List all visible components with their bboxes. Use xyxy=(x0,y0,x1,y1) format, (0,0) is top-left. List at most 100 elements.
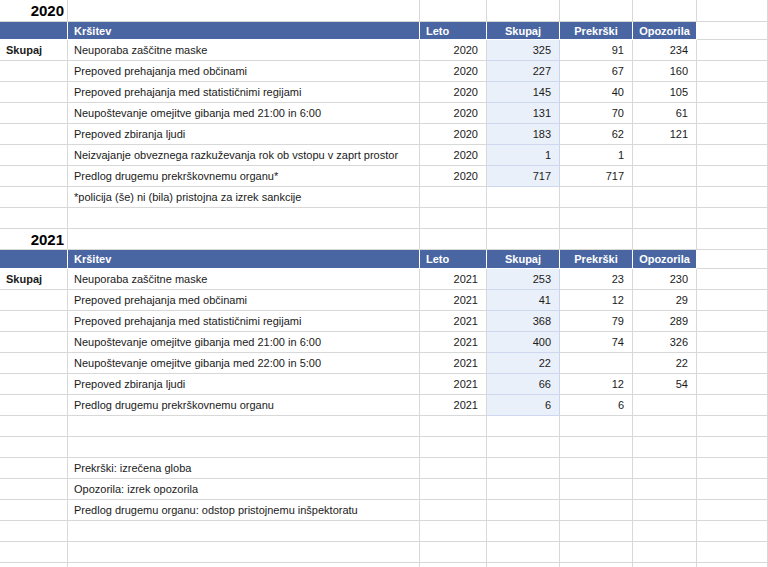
cell-krsitev[interactable]: Predlog drugemu prekrškovnemu organu xyxy=(68,395,420,416)
cell-skupaj[interactable]: 6 xyxy=(487,395,560,416)
empty-cell[interactable] xyxy=(633,458,697,479)
cell-krsitev[interactable]: Neuporaba zaščitne maske xyxy=(68,269,420,290)
header-corner-cell[interactable] xyxy=(0,250,68,269)
cell-krsitev[interactable]: Neupoštevanje omejitve gibanja med 21:00… xyxy=(68,103,420,124)
empty-cell[interactable] xyxy=(697,208,768,229)
cell-skupaj[interactable]: 717 xyxy=(487,166,560,187)
empty-cell[interactable] xyxy=(0,563,68,567)
cell-leto[interactable]: 2021 xyxy=(420,332,487,353)
cell-opozorila[interactable]: 289 xyxy=(633,311,697,332)
cell-opozorila[interactable]: 234 xyxy=(633,40,697,61)
empty-cell[interactable] xyxy=(68,229,420,250)
empty-cell[interactable] xyxy=(68,521,420,542)
legend-line[interactable]: Predlog drugemu organu: odstop pristojne… xyxy=(68,500,420,521)
empty-cell[interactable] xyxy=(68,0,420,22)
empty-cell[interactable] xyxy=(487,208,560,229)
cell-prekrski[interactable]: 23 xyxy=(560,269,633,290)
cell-skupaj[interactable]: 1 xyxy=(487,145,560,166)
cell-opozorila[interactable]: 326 xyxy=(633,332,697,353)
empty-cell[interactable] xyxy=(697,166,768,187)
empty-cell[interactable] xyxy=(0,374,68,395)
empty-cell[interactable] xyxy=(0,311,68,332)
empty-cell[interactable] xyxy=(420,0,487,22)
empty-cell[interactable] xyxy=(0,353,68,374)
cell-opozorila[interactable]: 230 xyxy=(633,269,697,290)
empty-cell[interactable] xyxy=(0,145,68,166)
empty-cell[interactable] xyxy=(697,563,768,567)
cell-skupaj[interactable]: 145 xyxy=(487,82,560,103)
cell-prekrski[interactable]: 1 xyxy=(560,145,633,166)
column-header-opozorila[interactable]: Opozorila xyxy=(633,250,697,269)
cell-prekrski[interactable]: 74 xyxy=(560,332,633,353)
empty-cell[interactable] xyxy=(0,416,68,437)
empty-cell[interactable] xyxy=(0,521,68,542)
empty-cell[interactable] xyxy=(0,542,68,563)
empty-cell[interactable] xyxy=(560,563,633,567)
empty-cell[interactable] xyxy=(487,458,560,479)
cell-opozorila[interactable]: 160 xyxy=(633,61,697,82)
empty-cell[interactable] xyxy=(560,458,633,479)
cell-krsitev[interactable]: Predlog drugemu prekrškovnemu organu* xyxy=(68,166,420,187)
cell-leto[interactable]: 2021 xyxy=(420,353,487,374)
cell-skupaj[interactable]: 368 xyxy=(487,311,560,332)
row-label-skupaj[interactable]: Skupaj xyxy=(0,40,68,61)
column-header-krsitev[interactable]: Kršitev xyxy=(68,22,420,40)
empty-cell[interactable] xyxy=(420,229,487,250)
year-title[interactable]: 2021 xyxy=(0,229,68,250)
empty-cell[interactable] xyxy=(420,479,487,500)
empty-cell[interactable] xyxy=(420,416,487,437)
cell-leto[interactable]: 2020 xyxy=(420,166,487,187)
cell-opozorila[interactable] xyxy=(633,145,697,166)
cell-skupaj[interactable]: 66 xyxy=(487,374,560,395)
empty-cell[interactable] xyxy=(420,187,487,208)
cell-krsitev[interactable]: Prepoved zbiranja ljudi xyxy=(68,374,420,395)
cell-krsitev[interactable]: Neuporaba zaščitne maske xyxy=(68,40,420,61)
empty-cell[interactable] xyxy=(697,0,768,22)
cell-prekrski[interactable]: 40 xyxy=(560,82,633,103)
empty-cell[interactable] xyxy=(0,208,68,229)
empty-cell[interactable] xyxy=(697,82,768,103)
empty-cell[interactable] xyxy=(697,250,768,269)
footnote[interactable]: *policija (še) ni (bila) pristojna za iz… xyxy=(68,187,420,208)
empty-cell[interactable] xyxy=(68,542,420,563)
legend-line[interactable]: Prekrški: izrečena globa xyxy=(68,458,420,479)
empty-cell[interactable] xyxy=(487,229,560,250)
empty-cell[interactable] xyxy=(633,0,697,22)
empty-cell[interactable] xyxy=(487,521,560,542)
cell-opozorila[interactable]: 121 xyxy=(633,124,697,145)
empty-cell[interactable] xyxy=(68,437,420,458)
empty-cell[interactable] xyxy=(697,61,768,82)
cell-opozorila[interactable]: 61 xyxy=(633,103,697,124)
cell-prekrski[interactable]: 70 xyxy=(560,103,633,124)
empty-cell[interactable] xyxy=(0,437,68,458)
empty-cell[interactable] xyxy=(0,479,68,500)
empty-cell[interactable] xyxy=(420,437,487,458)
cell-leto[interactable]: 2020 xyxy=(420,40,487,61)
legend-line[interactable]: Opozorila: izrek opozorila xyxy=(68,479,420,500)
cell-skupaj[interactable]: 400 xyxy=(487,332,560,353)
empty-cell[interactable] xyxy=(560,542,633,563)
empty-cell[interactable] xyxy=(633,500,697,521)
empty-cell[interactable] xyxy=(0,103,68,124)
cell-opozorila[interactable] xyxy=(633,395,697,416)
empty-cell[interactable] xyxy=(697,353,768,374)
empty-cell[interactable] xyxy=(697,187,768,208)
cell-prekrski[interactable] xyxy=(560,353,633,374)
cell-opozorila[interactable] xyxy=(633,166,697,187)
cell-leto[interactable]: 2021 xyxy=(420,290,487,311)
empty-cell[interactable] xyxy=(697,458,768,479)
cell-prekrski[interactable]: 12 xyxy=(560,374,633,395)
cell-skupaj[interactable]: 183 xyxy=(487,124,560,145)
cell-leto[interactable]: 2021 xyxy=(420,374,487,395)
cell-leto[interactable]: 2020 xyxy=(420,82,487,103)
cell-prekrski[interactable]: 91 xyxy=(560,40,633,61)
empty-cell[interactable] xyxy=(697,40,768,61)
empty-cell[interactable] xyxy=(420,563,487,567)
empty-cell[interactable] xyxy=(633,416,697,437)
empty-cell[interactable] xyxy=(633,563,697,567)
column-header-leto[interactable]: Leto xyxy=(420,250,487,269)
empty-cell[interactable] xyxy=(697,521,768,542)
cell-leto[interactable]: 2020 xyxy=(420,61,487,82)
empty-cell[interactable] xyxy=(0,166,68,187)
column-header-skupaj[interactable]: Skupaj xyxy=(487,22,560,40)
